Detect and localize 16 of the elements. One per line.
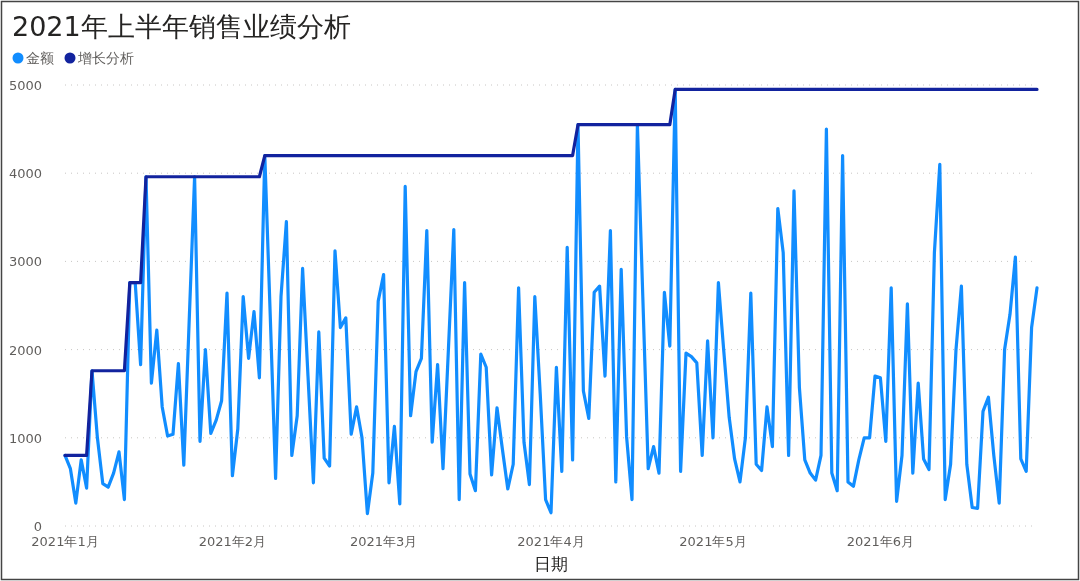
y-tick-label: 5000: [8, 78, 42, 93]
legend-label: 金额: [26, 50, 54, 66]
x-tick-label: 2021年5月: [679, 534, 747, 549]
y-tick-label: 4000: [8, 166, 42, 182]
x-tick-label: 2021年6月: [846, 534, 915, 549]
x-tick-label: 2021年4月: [517, 534, 585, 549]
legend-label: 增长分析: [77, 50, 134, 66]
chart-title: 2021年上半年销售业绩分析: [12, 11, 351, 42]
x-tick-label: 2021年2月: [198, 534, 267, 549]
y-tick-label: 1000: [8, 430, 42, 446]
x-tick-label: 2021年3月: [349, 534, 418, 549]
x-tick-label: 2021年1月: [31, 534, 99, 549]
y-tick-label: 3000: [8, 254, 42, 270]
y-tick-label: 0: [33, 519, 42, 534]
x-axis-title: 日期: [534, 554, 568, 574]
y-tick-label: 2000: [8, 342, 42, 358]
